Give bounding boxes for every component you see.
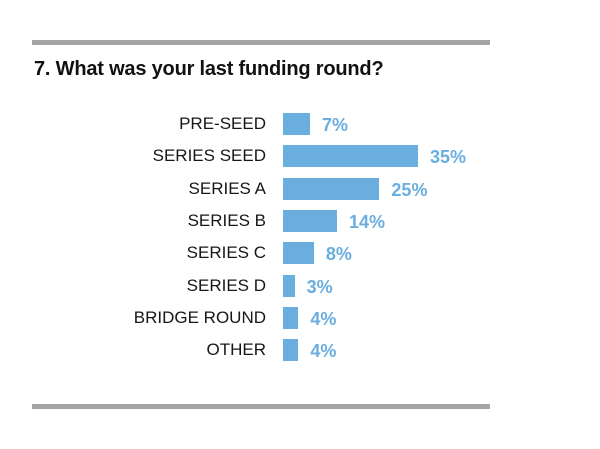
chart-row: SERIES D 3%: [0, 274, 600, 297]
bar: [283, 339, 299, 362]
category-label: SERIES SEED: [152, 146, 266, 166]
bar: [283, 242, 314, 265]
value-label: 25%: [391, 179, 428, 200]
bar: [283, 145, 418, 168]
bar: [283, 209, 337, 232]
chart-row: PRE-SEED 7%: [0, 113, 600, 135]
category-label: BRIDGE ROUND: [133, 307, 266, 327]
chart-row: SERIES SEED 35%: [0, 145, 600, 168]
value-label: 3%: [306, 276, 333, 297]
bar: [283, 274, 295, 297]
value-label: 7%: [322, 115, 349, 135]
bottom-divider: [32, 404, 490, 409]
value-label: 4%: [310, 308, 337, 329]
value-label: 4%: [310, 341, 337, 362]
category-label: SERIES D: [186, 275, 266, 295]
value-label: 8%: [325, 244, 352, 265]
chart-row: SERIES B 14%: [0, 209, 600, 232]
value-label: 14%: [349, 211, 386, 232]
value-label: 35%: [430, 147, 467, 168]
chart-row: SERIES C 8%: [0, 242, 600, 265]
chart-row: BRIDGE ROUND 4%: [0, 306, 600, 329]
chart-title: 7. What was your last funding round?: [34, 58, 384, 80]
bar: [283, 177, 380, 200]
category-label: OTHER: [206, 340, 267, 360]
category-label: SERIES A: [188, 178, 266, 198]
category-label: SERIES B: [187, 210, 266, 230]
chart-row: OTHER 4%: [0, 339, 600, 362]
category-label: SERIES C: [186, 243, 266, 263]
bar: [283, 113, 310, 135]
top-divider: [32, 40, 490, 45]
bar: [283, 306, 299, 329]
chart-row: SERIES A 25%: [0, 177, 600, 200]
category-label: PRE-SEED: [179, 114, 266, 133]
